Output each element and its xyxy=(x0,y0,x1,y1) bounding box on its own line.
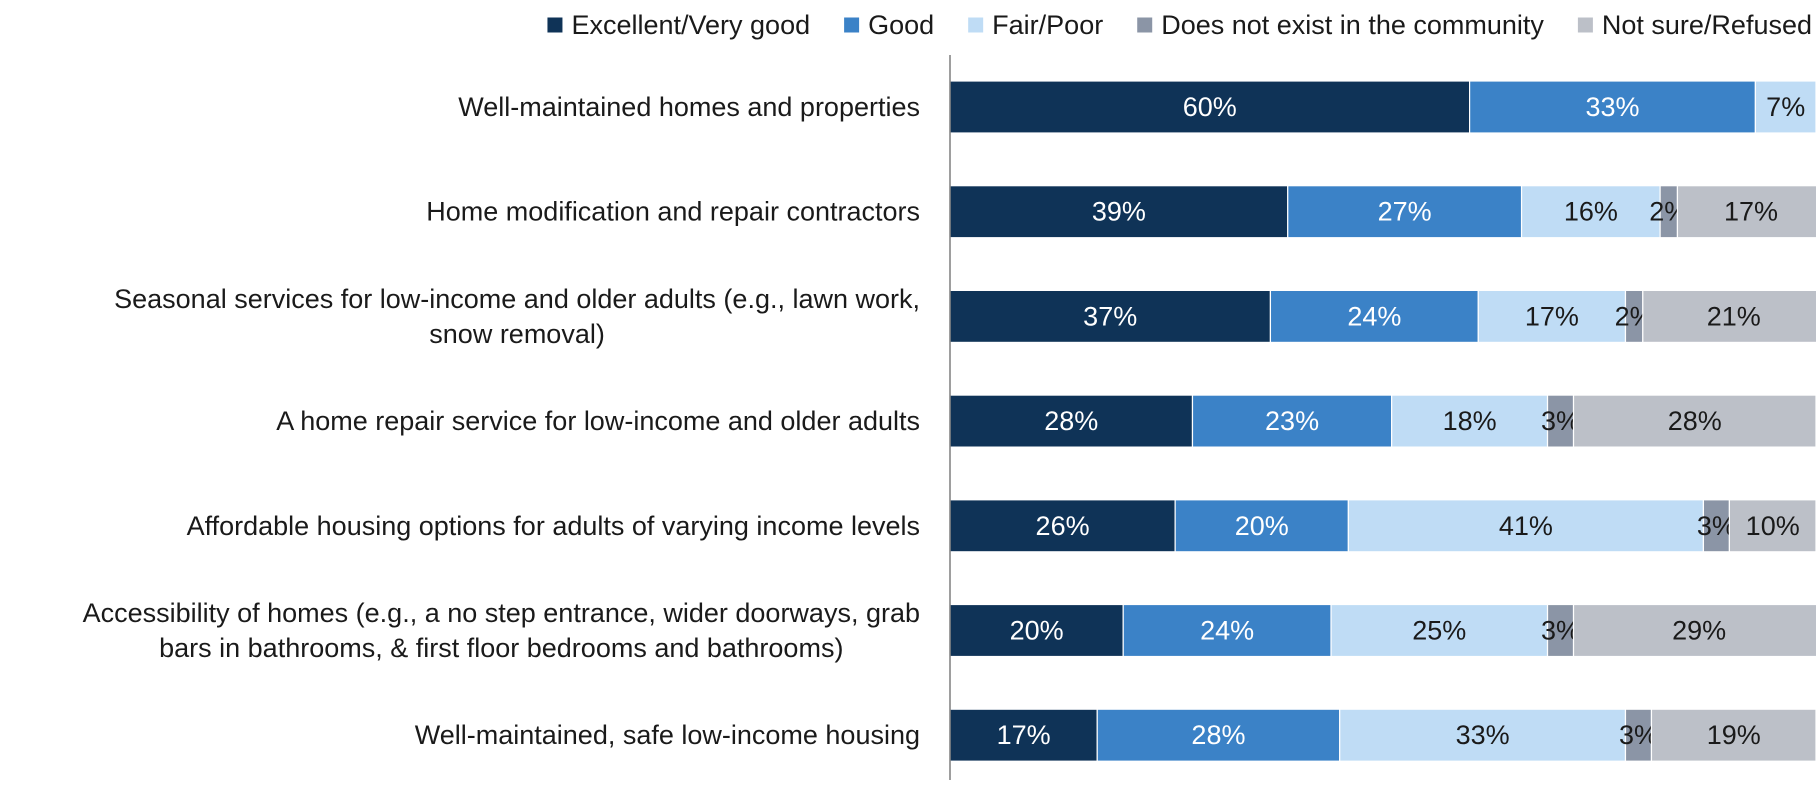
data-label: 10% xyxy=(1746,511,1800,541)
bar-segment-good xyxy=(1468,80,1756,134)
bar-segment-fair-poor xyxy=(1520,185,1661,239)
bar-segment-excellent-very-good xyxy=(949,185,1289,239)
data-label: 29% xyxy=(1672,616,1726,646)
data-label: 28% xyxy=(1668,406,1722,436)
data-label: 20% xyxy=(1010,616,1064,646)
bar-segment-excellent-very-good xyxy=(949,708,1098,762)
bar-segment-not-sure-refused xyxy=(1642,289,1816,343)
data-label: 33% xyxy=(1585,92,1639,122)
bar-segment-does-not-exist-in-the-community xyxy=(1624,708,1653,762)
bars: 60% 33% 7%39% 27% 16% 2% 17%37% 24% 17% 2% 21%28% 2… xyxy=(949,80,1816,762)
bar-segment-fair-poor xyxy=(1339,708,1627,762)
bar-segment-does-not-exist-in-the-community xyxy=(1546,603,1575,658)
data-label: 28% xyxy=(1044,406,1098,436)
legend-label-does-not-exist-in-the-community: Does not exist in the community xyxy=(1161,10,1544,40)
legend-swatch-excellent-very-good xyxy=(547,17,563,33)
data-label: 19% xyxy=(1707,720,1761,750)
legend-label-good: Good xyxy=(868,10,934,40)
bar-segment-fair-poor xyxy=(1754,80,1816,134)
category-label: Home modification and repair contractors xyxy=(426,197,920,227)
category-label: Well-maintained homes and properties xyxy=(458,92,920,122)
category-label: Accessibility of homes (e.g., a no step … xyxy=(83,598,920,663)
bar-segment-good xyxy=(1122,603,1332,658)
bar-segment-good xyxy=(1269,289,1479,343)
bar-segment-excellent-very-good xyxy=(949,394,1194,448)
bar-segment-fair-poor xyxy=(1347,499,1705,553)
bar-segment-not-sure-refused xyxy=(1676,185,1816,239)
bar-segment-good xyxy=(1191,394,1393,448)
category-labels: Well-maintained homes and properties Home… xyxy=(83,92,920,750)
category-label: Seasonal services for low-income and old… xyxy=(114,284,920,349)
data-label: 17% xyxy=(1525,301,1579,331)
bar-segment-good xyxy=(1287,185,1523,239)
bar-segment-excellent-very-good xyxy=(949,80,1471,134)
legend-label-not-sure-refused: Not sure/Refused xyxy=(1602,10,1812,40)
bar-segment-does-not-exist-in-the-community xyxy=(1546,394,1575,448)
bar-segment-not-sure-refused xyxy=(1572,603,1816,658)
data-label: 27% xyxy=(1378,197,1432,227)
bar-segment-does-not-exist-in-the-community xyxy=(1702,499,1731,553)
category-label: A home repair service for low-income and… xyxy=(276,406,920,436)
data-label: 24% xyxy=(1347,301,1401,331)
data-label: 28% xyxy=(1191,720,1245,750)
data-label: 21% xyxy=(1707,301,1761,331)
category-label: Well-maintained, safe low-income housing xyxy=(415,720,920,750)
legend: Excellent/Very good Good Fair/Poor Does not… xyxy=(547,10,1812,40)
legend-swatch-fair-poor xyxy=(968,17,984,33)
data-label: 18% xyxy=(1443,406,1497,436)
bar-segment-not-sure-refused xyxy=(1572,394,1816,448)
data-label: 20% xyxy=(1235,511,1289,541)
data-label: 41% xyxy=(1499,511,1553,541)
bar-segment-not-sure-refused xyxy=(1650,708,1816,762)
category-label: Affordable housing options for adults of… xyxy=(187,511,920,541)
data-label: 33% xyxy=(1456,720,1510,750)
bar-segment-good xyxy=(1096,708,1341,762)
legend-swatch-not-sure-refused xyxy=(1577,17,1593,33)
legend-swatch-does-not-exist-in-the-community xyxy=(1137,17,1153,33)
data-label: 17% xyxy=(997,720,1051,750)
bar-segment-fair-poor xyxy=(1391,394,1549,448)
data-label: 17% xyxy=(1724,197,1778,227)
data-label: 37% xyxy=(1083,301,1137,331)
data-label: 26% xyxy=(1036,511,1090,541)
data-label: 60% xyxy=(1183,92,1237,122)
data-label: 23% xyxy=(1265,406,1319,436)
legend-swatch-good xyxy=(844,17,860,33)
data-label: 16% xyxy=(1564,197,1618,227)
legend-label-fair-poor: Fair/Poor xyxy=(992,10,1103,40)
bar-segment-good xyxy=(1174,499,1349,553)
data-label: 7% xyxy=(1766,92,1805,122)
data-label: 25% xyxy=(1412,616,1466,646)
data-label: 24% xyxy=(1200,616,1254,646)
data-label: 39% xyxy=(1092,197,1146,227)
bar-segment-fair-poor xyxy=(1477,289,1627,343)
bar-segment-not-sure-refused xyxy=(1728,499,1816,553)
bar-segment-excellent-very-good xyxy=(949,499,1176,553)
legend-label-excellent-very-good: Excellent/Very good xyxy=(571,10,810,40)
